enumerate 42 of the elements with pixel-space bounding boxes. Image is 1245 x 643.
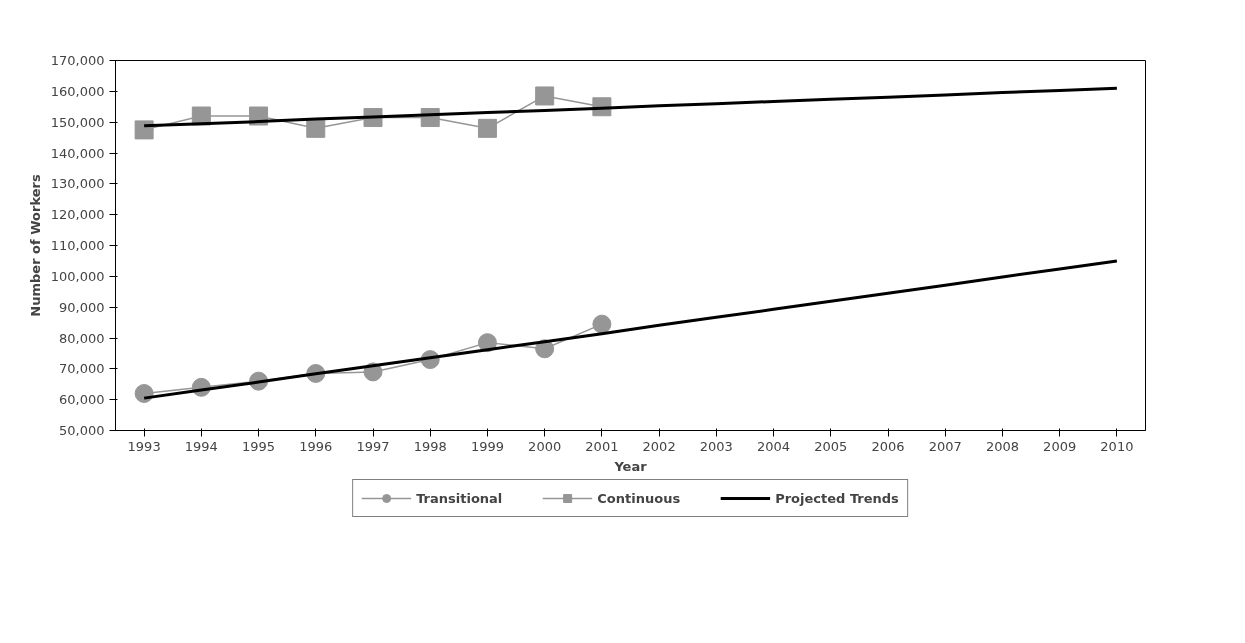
x-tick-label: 2003 xyxy=(699,438,733,454)
x-tick-label: 2009 xyxy=(1043,438,1077,454)
x-tick-label: 1994 xyxy=(184,438,218,454)
x-tick-label: 2008 xyxy=(985,438,1019,454)
y-axis-title: Number of Workers xyxy=(27,174,43,317)
x-tick-label: 2006 xyxy=(871,438,905,454)
y-tick-label: 80,000 xyxy=(59,330,105,346)
legend-label: Projected Trends xyxy=(775,490,899,506)
x-tick-label: 2004 xyxy=(757,438,791,454)
y-tick-label: 90,000 xyxy=(59,299,105,315)
x-tick-label: 1996 xyxy=(299,438,333,454)
y-tick-label: 120,000 xyxy=(50,207,105,223)
x-tick-label: 1998 xyxy=(413,438,447,454)
y-tick-label: 140,000 xyxy=(50,145,105,161)
x-tick-label: 1997 xyxy=(356,438,390,454)
y-tick-label: 70,000 xyxy=(59,361,105,377)
x-tick-label: 2010 xyxy=(1100,438,1134,454)
point xyxy=(306,118,326,138)
y-tick-label: 110,000 xyxy=(50,238,105,253)
x-tick-label: 2000 xyxy=(528,438,562,454)
y-tick-label: 160,000 xyxy=(50,83,105,99)
y-tick-label: 130,000 xyxy=(50,176,105,192)
x-tick-label: 2005 xyxy=(814,438,848,454)
y-tick-label: 50,000 xyxy=(59,423,105,438)
y-tick-label: 100,000 xyxy=(50,268,105,284)
x-tick-label: 1999 xyxy=(470,438,504,454)
point xyxy=(535,86,555,106)
x-tick-label: 1995 xyxy=(242,438,276,454)
legend-label: Continuous xyxy=(597,490,681,506)
x-tick-label: 2002 xyxy=(642,438,676,454)
x-tick-label: 2007 xyxy=(928,438,962,454)
y-tick-label: 150,000 xyxy=(50,114,105,130)
x-tick-label: 1993 xyxy=(127,438,161,454)
y-tick-label: 170,000 xyxy=(50,53,105,68)
point xyxy=(592,314,612,334)
point xyxy=(134,120,154,140)
y-tick-label: 60,000 xyxy=(59,392,105,408)
x-axis-title: Year xyxy=(613,458,648,474)
point xyxy=(134,384,154,403)
point xyxy=(477,118,497,138)
legend-label: Transitional xyxy=(416,490,503,506)
x-tick-label: 2001 xyxy=(585,438,619,454)
